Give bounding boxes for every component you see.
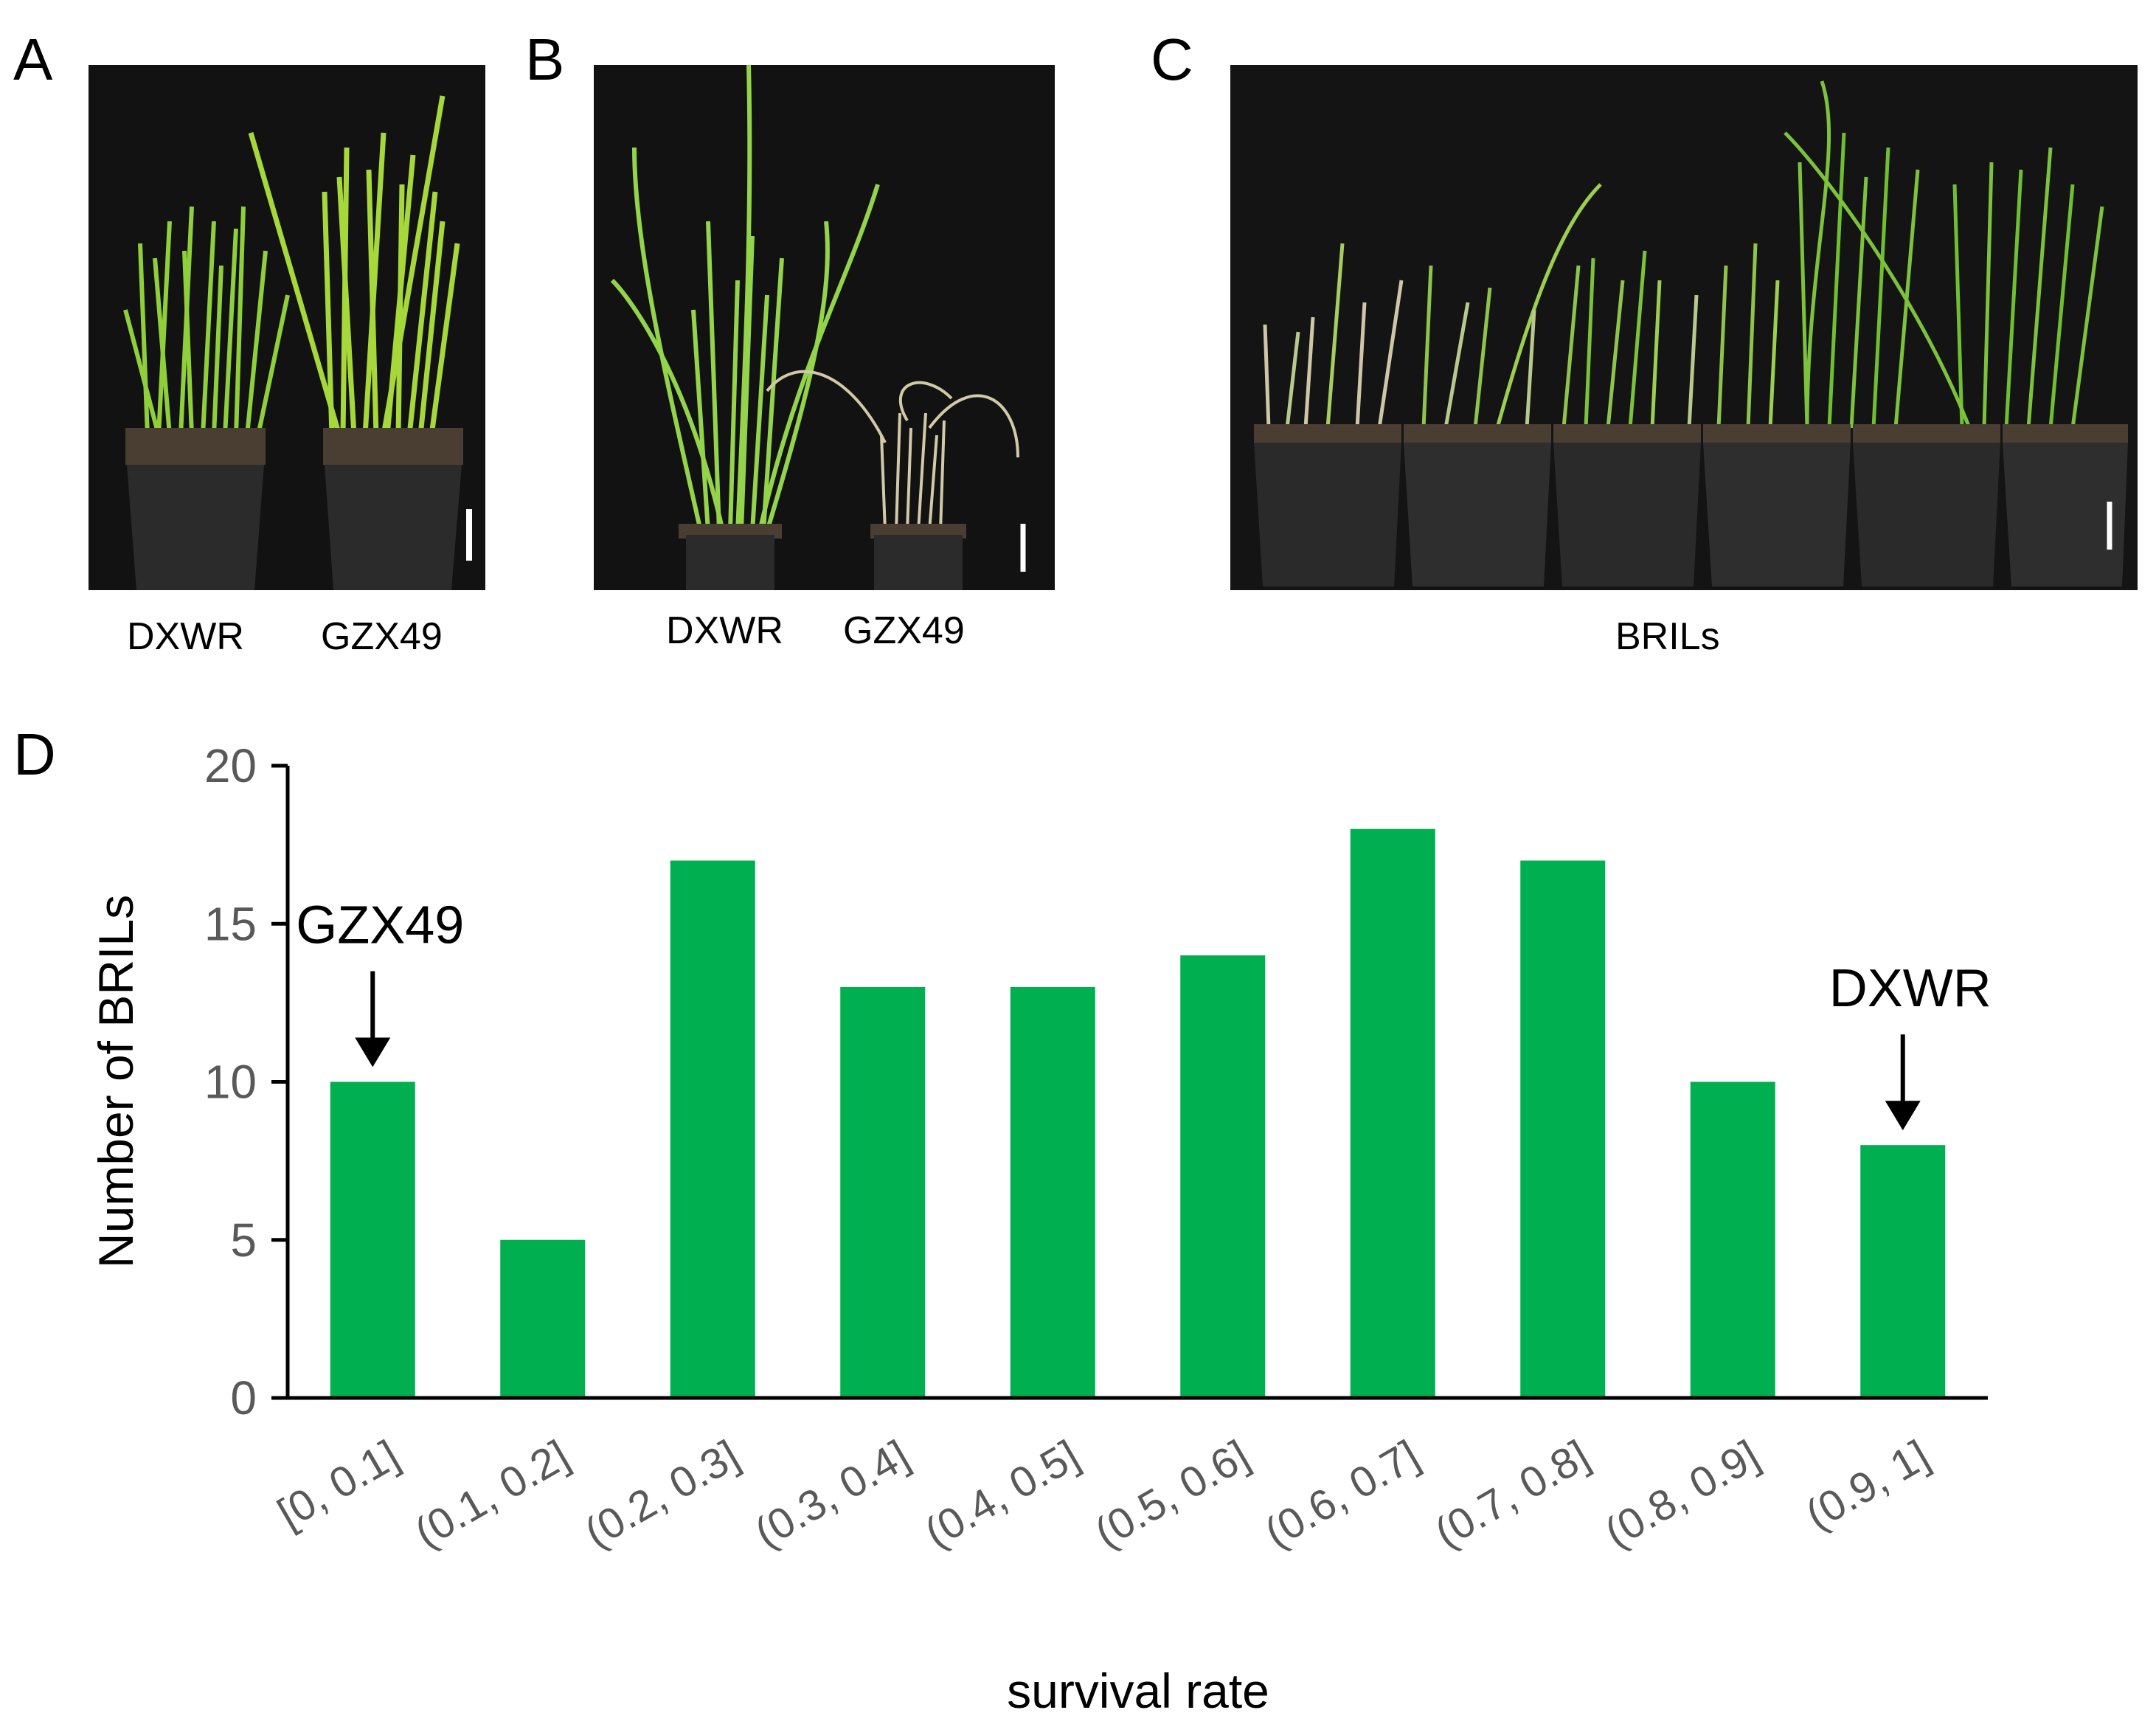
x-tick-label-7: (0.7, 0.8] [1427,1431,1597,1557]
annotation-arrow-head-0 [355,1037,391,1067]
bar-1 [500,1239,586,1398]
plants-b-right [766,370,1019,532]
photo-a [89,65,485,590]
y-tick-label-0: 0 [230,1371,257,1424]
annotation-label-1: DXWR [1829,959,1992,1018]
panel-letter-c: C [1151,27,1193,92]
y-tick-label-4: 20 [204,739,257,792]
x-tick-label-0: [0, 0.1] [270,1431,407,1538]
photo-b [594,64,1055,590]
pots-c [1254,424,2128,586]
caption-b-dxwr: DXWR [666,609,783,652]
annotation-arrow-head-1 [1885,1101,1921,1131]
plants-a-right [248,95,460,436]
x-tick-label-6: (0.6, 0.7] [1257,1431,1427,1557]
x-ticks-group: [0, 0.1] (0.1, 0.2] (0.2, 0.3] (0.3, 0.4] (0… [270,1431,1938,1557]
caption-a-gzx49: GZX49 [321,615,443,658]
photo-c [1230,65,2138,590]
annotations-group: GZX49 DXWR [296,896,1992,1131]
x-tick-label-8: (0.8, 0.9] [1597,1431,1767,1557]
bar-3 [840,986,926,1398]
y-tick-label-2: 10 [204,1056,257,1109]
bar-6 [1350,828,1435,1398]
caption-b-gzx49: GZX49 [843,609,965,652]
bar-4 [1010,986,1095,1398]
plants-a-left [123,206,290,436]
y-ticks-group: 0 5 10 15 20 [204,739,288,1424]
bars-group [330,828,1946,1398]
x-tick-label-4: (0.4, 0.5] [917,1431,1087,1557]
y-tick-label-1: 5 [230,1214,257,1267]
x-tick-label-3: (0.3, 0.4] [746,1431,917,1557]
annotation-label-0: GZX49 [296,896,464,955]
panel-letter-a: A [13,27,53,92]
plants-c [1263,80,2104,429]
caption-a-dxwr: DXWR [127,615,244,658]
x-tick-label-1: (0.1, 0.2] [406,1431,577,1557]
caption-c-brils: BRILs [1615,615,1720,658]
bar-2 [670,860,755,1398]
bar-9 [1860,1145,1946,1398]
x-tick-label-5: (0.5, 0.6] [1086,1431,1257,1557]
bar-7 [1520,860,1606,1398]
bar-8 [1690,1081,1775,1398]
y-tick-label-3: 15 [204,897,257,950]
x-tick-label-2: (0.2, 0.3] [577,1431,747,1557]
panel-letter-d: D [13,721,56,787]
x-axis-label: survival rate [1007,1664,1269,1718]
x-tick-label-9: (0.9, 1] [1798,1431,1937,1540]
y-axis-label: Number of BRILs [89,895,143,1268]
bar-0 [330,1081,415,1398]
bar-5 [1180,955,1266,1398]
plants-b-left [610,64,880,532]
panel-letter-b: B [525,27,564,92]
